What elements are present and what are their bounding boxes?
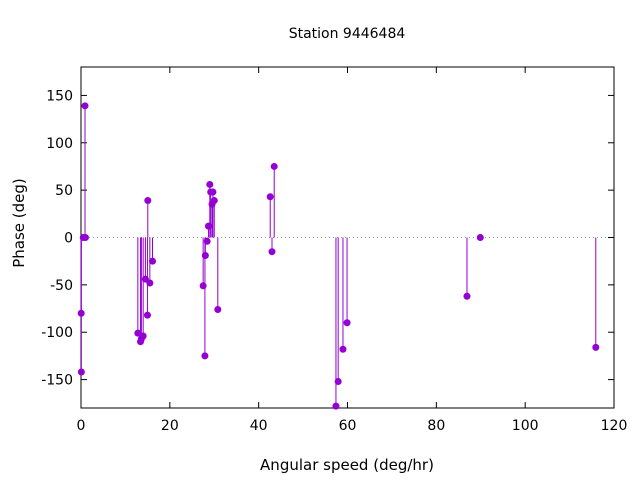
data-point xyxy=(268,248,276,256)
data-point xyxy=(210,197,218,205)
y-tick-label: 100 xyxy=(46,136,73,152)
y-tick-label: -100 xyxy=(41,325,73,341)
x-tick-label: 120 xyxy=(601,418,628,434)
data-point xyxy=(270,162,278,170)
data-point xyxy=(476,234,484,241)
x-axis-label: Angular speed (deg/hr) xyxy=(260,456,434,474)
data-point xyxy=(592,343,600,351)
y-tick-label: 50 xyxy=(55,183,73,199)
x-tick-label: 40 xyxy=(250,418,268,434)
data-point xyxy=(81,102,89,110)
data-point xyxy=(143,311,151,319)
x-tick-label: 60 xyxy=(339,418,357,434)
data-point xyxy=(266,193,274,201)
data-point xyxy=(77,368,85,376)
data-point xyxy=(199,282,207,290)
x-tick-label: 80 xyxy=(427,418,445,434)
data-point xyxy=(343,319,351,327)
data-point xyxy=(214,305,222,313)
data-point xyxy=(201,352,209,360)
data-point xyxy=(146,279,154,287)
chart-title: Station 9446484 xyxy=(289,26,406,42)
x-tick-label: 0 xyxy=(77,418,86,434)
y-tick-label: 150 xyxy=(46,88,73,104)
data-point xyxy=(201,251,209,259)
y-tick-label: -150 xyxy=(41,373,73,389)
data-point xyxy=(144,197,152,205)
plot-area: 0 20 40 60 80 100 120 -150 -100 -50 0 50 100 150 xyxy=(41,66,628,434)
data-point xyxy=(339,345,347,353)
data-point xyxy=(149,257,157,265)
data-point xyxy=(134,329,142,337)
x-tick-label: 100 xyxy=(512,418,539,434)
y-tick-label: 0 xyxy=(64,231,73,247)
x-tick-label: 20 xyxy=(161,418,179,434)
data-point xyxy=(203,237,211,245)
data-point xyxy=(334,377,342,385)
data-point xyxy=(209,188,217,196)
data-point xyxy=(81,234,89,241)
y-axis-label: Phase (deg) xyxy=(10,178,28,268)
data-point xyxy=(463,292,471,300)
data-point xyxy=(206,180,214,188)
y-tick-label: -50 xyxy=(50,278,73,294)
data-point xyxy=(332,402,340,410)
data-point xyxy=(139,332,147,340)
